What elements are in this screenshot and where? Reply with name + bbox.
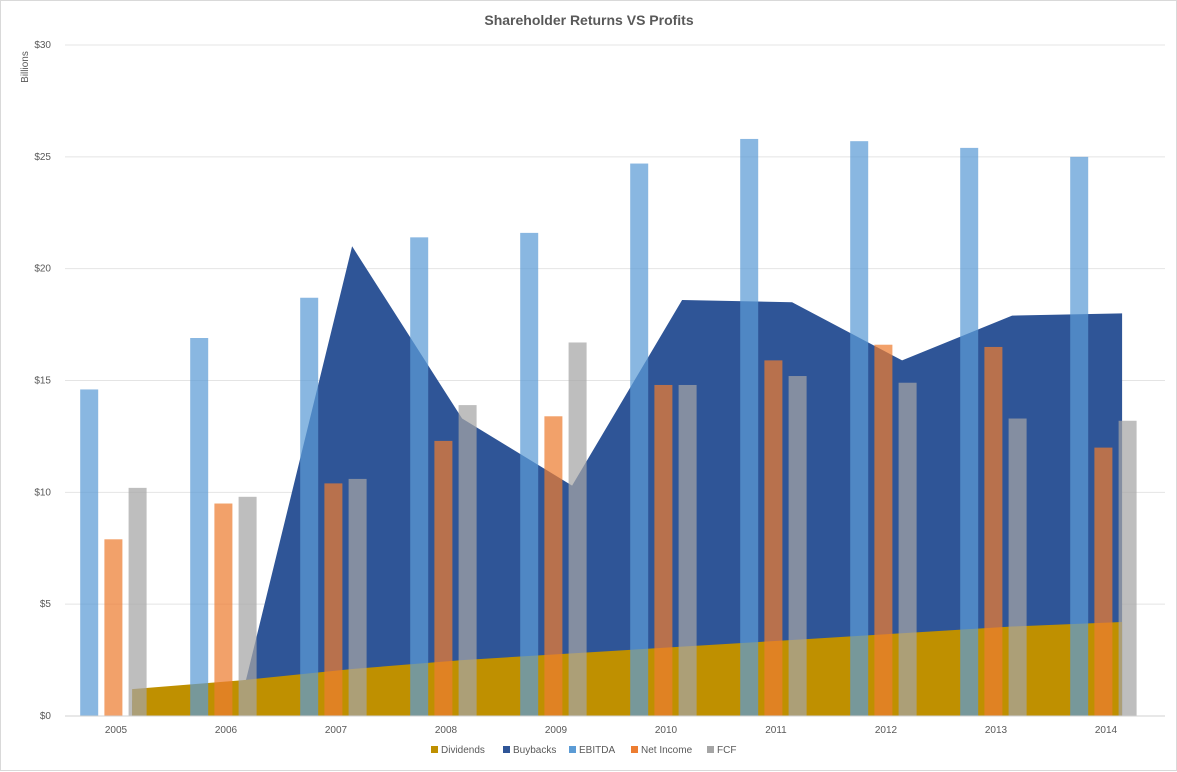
x-tick-label: 2014 — [1095, 725, 1118, 736]
bar-ebitda — [740, 138, 759, 716]
bar-fcf — [1008, 418, 1027, 716]
bar-ebitda — [520, 232, 539, 716]
bar-net-income — [544, 416, 563, 716]
bar-ebitda — [410, 237, 429, 716]
bar-fcf — [458, 405, 477, 716]
x-tick-label: 2008 — [435, 725, 458, 736]
bar-fcf — [128, 487, 147, 716]
x-tick-label: 2007 — [325, 725, 348, 736]
bar-ebitda — [1070, 156, 1089, 717]
bar-net-income — [324, 483, 343, 716]
y-tick-label: $20 — [34, 264, 51, 275]
bar-net-income — [1094, 447, 1113, 716]
legend-label: Dividends — [441, 745, 485, 756]
x-tick-label: 2011 — [765, 725, 787, 736]
bar-net-income — [434, 440, 453, 716]
legend-swatch — [707, 746, 714, 753]
x-tick-label: 2005 — [105, 725, 128, 736]
x-tick-label: 2010 — [655, 725, 678, 736]
legend-label: Net Income — [641, 745, 693, 756]
bar-fcf — [678, 384, 697, 716]
y-tick-label: $0 — [40, 711, 52, 722]
legend-swatch — [631, 746, 638, 753]
bar-net-income — [104, 539, 123, 716]
bar-net-income — [874, 344, 893, 716]
bar-fcf — [348, 478, 367, 716]
y-axis-label: Billions — [20, 51, 31, 83]
legend-swatch — [503, 746, 510, 753]
bar-fcf — [1118, 420, 1137, 716]
bar-ebitda — [300, 297, 319, 716]
bar-ebitda — [850, 141, 869, 717]
bar-net-income — [764, 360, 783, 716]
bar-ebitda — [80, 389, 99, 716]
bar-fcf — [898, 382, 917, 716]
legend-swatch — [569, 746, 576, 753]
axes: $0 $5 $10 $15 $20 $25 $30 2005 2006 2007 2008 2009 2… — [34, 40, 1165, 736]
bar-fcf — [568, 342, 587, 716]
bar-net-income — [984, 346, 1003, 716]
legend-label: Buybacks — [513, 745, 556, 756]
y-tick-label: $30 — [34, 40, 51, 51]
legend: Dividends Buybacks EBITDA Net Income FCF — [431, 745, 736, 756]
bar-fcf — [238, 496, 257, 716]
bar-ebitda — [630, 163, 649, 716]
bar-ebitda — [190, 338, 209, 716]
bar-net-income — [654, 384, 673, 716]
y-tick-label: $15 — [34, 376, 51, 387]
bar-net-income — [214, 503, 233, 716]
y-tick-label: $5 — [40, 599, 52, 610]
bar-series — [80, 138, 1137, 717]
bar-ebitda — [960, 147, 979, 717]
legend-label: FCF — [717, 745, 736, 756]
x-tick-label: 2009 — [545, 725, 568, 736]
chart-title: Shareholder Returns VS Profits — [484, 12, 693, 28]
x-tick-label: 2013 — [985, 725, 1008, 736]
y-tick-label: $25 — [34, 152, 51, 163]
legend-swatch — [431, 746, 438, 753]
y-tick-label: $10 — [34, 487, 51, 498]
x-tick-label: 2006 — [215, 725, 238, 736]
x-tick-label: 2012 — [875, 725, 898, 736]
bar-fcf — [788, 376, 807, 716]
legend-label: EBITDA — [579, 745, 615, 756]
